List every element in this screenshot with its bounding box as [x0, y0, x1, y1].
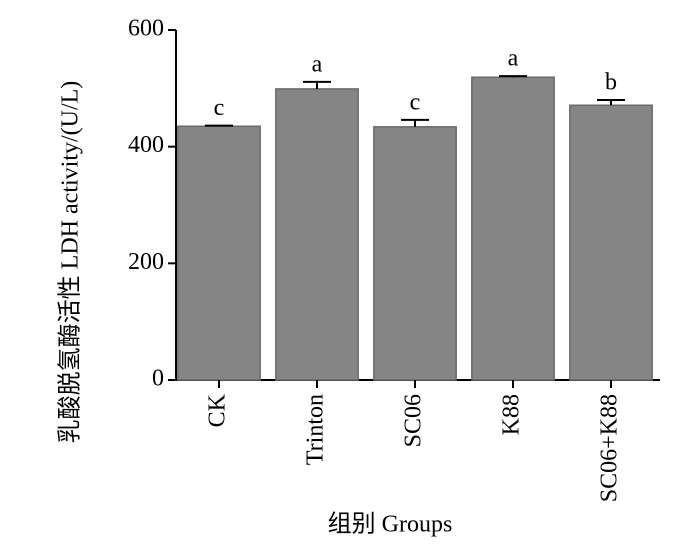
y-axis-label: 乳酸脱氢酶活性 LDH activity/(U/L) [57, 81, 84, 444]
bar [471, 76, 555, 381]
y-tick-label: 0 [152, 366, 164, 392]
x-tick-label: SC06 [401, 394, 427, 447]
x-tick-label: SC06+K88 [597, 394, 623, 502]
x-axis-label: 组别 Groups [328, 511, 453, 538]
y-tick-label: 200 [128, 249, 164, 275]
y-tick-label: 400 [128, 132, 164, 158]
bar [177, 125, 261, 381]
bar [275, 88, 359, 381]
significance-label: b [605, 70, 617, 96]
y-tick-label: 600 [128, 16, 164, 42]
bar [569, 104, 653, 381]
bar [373, 126, 457, 381]
significance-label: c [410, 89, 421, 115]
x-tick-label: K88 [499, 394, 525, 435]
x-tick-label: Trinton [303, 394, 329, 465]
x-tick-label: CK [205, 393, 231, 427]
significance-label: a [312, 51, 323, 77]
significance-label: a [508, 46, 519, 72]
significance-label: c [214, 95, 225, 121]
